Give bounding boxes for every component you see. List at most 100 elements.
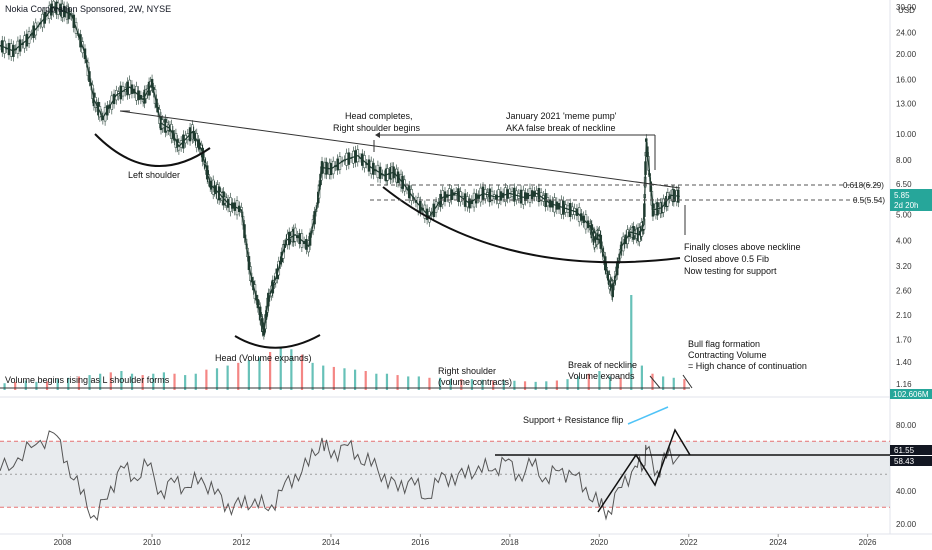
price-tick-label: 24.00 — [896, 29, 917, 38]
annotation-bull-1: Bull flag formation — [688, 339, 760, 349]
price-tick-label: 1.40 — [896, 358, 912, 367]
volume-bar — [449, 379, 452, 390]
volume-bar — [99, 373, 102, 390]
volume-bar — [396, 375, 399, 390]
volume-bar — [662, 376, 665, 390]
meme-pump-arrowhead — [375, 132, 380, 138]
volume-bar — [88, 375, 91, 390]
price-tick-label: 20.00 — [896, 50, 917, 59]
price-tick-label: 3.20 — [896, 262, 912, 271]
rsi-axis-ticks: 80.00 40.00 20.00 — [896, 421, 917, 529]
price-axis-ticks: 30.00 24.00 20.00 16.00 13.00 10.00 8.00 6.50 5.… — [896, 3, 917, 389]
volume-bar — [322, 365, 325, 390]
annotation-closes-2: Closed above 0.5 Fib — [684, 254, 769, 264]
volume-bar — [67, 377, 70, 390]
volume-bar — [205, 369, 208, 390]
countdown: 2d 20h — [894, 201, 918, 210]
volume-bar — [683, 379, 686, 390]
volume-bar — [237, 362, 240, 390]
volume-bar — [14, 381, 17, 390]
volume-bar — [608, 376, 612, 390]
volume-bar — [417, 376, 420, 390]
time-tick-label: 2008 — [54, 538, 72, 547]
volume-bar — [130, 373, 134, 390]
volume-bar — [651, 373, 654, 390]
volume-bar — [247, 360, 250, 390]
volume-bar — [300, 354, 304, 390]
time-tick-label: 2012 — [233, 538, 251, 547]
volume-bar — [481, 379, 484, 390]
volume-bar — [279, 346, 282, 390]
price-tick-label: 1.16 — [896, 380, 912, 389]
volume-bar — [332, 366, 335, 390]
volume-bar — [290, 349, 293, 390]
volume-bar — [598, 371, 601, 390]
volume-bar — [375, 373, 378, 390]
volume-bar — [45, 381, 49, 390]
annotation-closes-1: Finally closes above neckline — [684, 242, 801, 252]
volume-bar — [555, 380, 559, 390]
annotation-left-shoulder: Left shoulder — [128, 170, 180, 180]
annotation-head-completes-1: Head completes, — [345, 111, 413, 121]
last-price-badge — [890, 189, 932, 211]
volume-bar — [502, 380, 505, 390]
volume-bar — [619, 377, 622, 390]
volume-bar — [587, 373, 590, 390]
fib-label-0618: 0.618(6.29) — [843, 181, 884, 190]
volume-bar — [141, 375, 144, 390]
volume-bar — [311, 362, 314, 390]
price-tick-label: 5.00 — [896, 210, 912, 219]
annotation-break-2: Volume expands — [568, 371, 635, 381]
time-tick-label: 2026 — [859, 538, 877, 547]
annotation-volume-rising: Volume begins rising as L shoulder forms — [5, 375, 170, 385]
price-tick-label: 30.00 — [896, 3, 917, 12]
volume-bar — [492, 380, 495, 390]
volume-bar — [152, 373, 155, 390]
price-tick-label: 8.00 — [896, 156, 912, 165]
annotation-closes-3: Now testing for support — [684, 266, 777, 276]
volume-bar — [566, 379, 569, 390]
volume-bar — [258, 357, 261, 390]
chart-title: Nokia Corporation Sponsored, 2W, NYSE — [5, 4, 171, 14]
rsi-tick-label: 40.00 — [896, 487, 917, 496]
time-tick-label: 2022 — [680, 538, 698, 547]
volume-bar — [24, 380, 27, 390]
volume-bar — [640, 365, 643, 390]
price-tick-label: 1.70 — [896, 336, 912, 345]
volume-bar — [407, 376, 410, 390]
rsi-value-2: 58.43 — [894, 457, 915, 466]
volume-bar — [460, 379, 463, 390]
fib-label-05: 0.5(5.54) — [853, 196, 885, 205]
volume-bar — [630, 295, 633, 390]
price-tick-label: 2.10 — [896, 311, 912, 320]
volume-bars — [3, 295, 686, 390]
annotation-right-shoulder-2: (volume contracts) — [438, 377, 512, 387]
left-shoulder-curve — [94, 133, 211, 167]
volume-bar — [577, 376, 580, 390]
volume-bar — [428, 377, 431, 390]
neckline — [119, 110, 681, 189]
volume-bar — [385, 373, 389, 390]
volume-bar — [109, 372, 112, 390]
annotation-sr-flip: Support + Resistance flip — [523, 415, 623, 425]
rsi-value-badge-2 — [890, 456, 932, 466]
volume-bar — [438, 377, 442, 390]
price-tick-label: 4.00 — [896, 236, 912, 245]
annotation-head-completes-2: Right shoulder begins — [333, 123, 421, 133]
time-tick-label: 2018 — [501, 538, 519, 547]
annotation-break-1: Break of neckline — [568, 360, 637, 370]
last-price: 5.85 — [894, 191, 910, 200]
price-tick-label: 13.00 — [896, 100, 917, 109]
volume-bar — [523, 381, 527, 390]
annotation-meme-1: January 2021 'meme pump' — [506, 111, 617, 121]
head-curve — [234, 334, 321, 349]
volume-bar — [226, 365, 229, 390]
volume-bar — [56, 379, 59, 390]
volume-bar — [470, 379, 474, 390]
time-tick-label: 2020 — [590, 538, 608, 547]
rsi-tick-label: 20.00 — [896, 520, 917, 529]
volume-bar — [364, 371, 367, 390]
rsi-line — [0, 430, 681, 522]
volume-bar — [534, 381, 537, 390]
